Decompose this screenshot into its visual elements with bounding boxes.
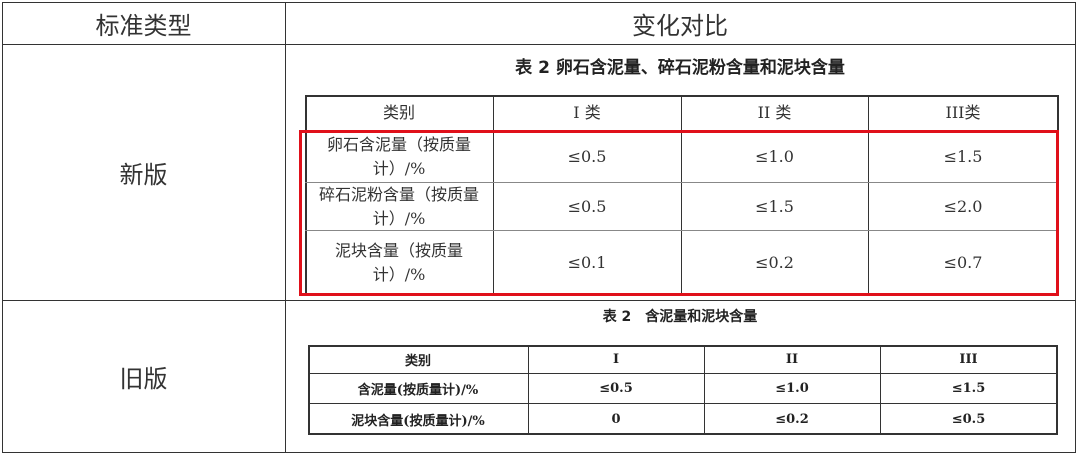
value-cell: ≤1.5: [951, 381, 986, 396]
value-cell: ≤1.0: [755, 146, 794, 166]
col-header-class-2: II 类: [757, 102, 792, 122]
header-standard-type: 标准类型: [95, 11, 192, 40]
value-cell: ≤0.5: [567, 146, 607, 166]
col-header-class-3: III类: [945, 102, 981, 122]
new-table-title: 表 2 卵石含泥量、碎石泥粉含量和泥块含量: [515, 57, 845, 78]
row-label: 含泥量(按质量计)/%: [357, 383, 479, 398]
value-cell: ≤0.1: [567, 252, 607, 272]
old-table-title: 表 2 含泥量和泥块含量: [602, 309, 758, 325]
col-divider: [868, 95, 869, 295]
col-divider: [880, 345, 881, 435]
outer-border-left: [2, 2, 3, 453]
value-cell: ≤0.5: [599, 381, 633, 396]
row-divider: [305, 230, 1059, 231]
row-label: 泥块含量(按质量计)/%: [351, 413, 485, 429]
outer-border-right: [1075, 2, 1076, 453]
value-cell: ≤0.2: [755, 252, 794, 272]
col-divider: [493, 95, 494, 295]
value-cell: ≤0.5: [951, 411, 986, 427]
col-header-class-1: I: [612, 351, 620, 367]
row-divider: [305, 182, 1059, 183]
col-header-class-1: I 类: [573, 102, 601, 122]
outer-divider: [2, 300, 1076, 301]
col-header-category: 类别: [382, 102, 415, 122]
old-table-border: [308, 345, 1058, 435]
value-cell: ≤2.0: [943, 196, 983, 216]
header-comparison: 变化对比: [632, 11, 728, 40]
col-header-class-3: III: [959, 351, 978, 367]
row-label: 泥块含量（按质量计）/%: [334, 240, 463, 284]
row-divider: [308, 373, 1058, 374]
outer-divider: [285, 2, 286, 453]
value-cell: ≤1.0: [775, 381, 809, 396]
row-label: 碎石泥粉含量（按质量计）/%: [318, 184, 479, 228]
value-cell: ≤1.5: [755, 196, 794, 216]
outer-divider: [2, 44, 1076, 45]
highlight-box: [299, 130, 1059, 296]
col-divider: [681, 95, 682, 295]
row-divider: [308, 403, 1058, 404]
col-header-category: 类别: [404, 353, 431, 369]
value-cell: 0: [611, 411, 621, 427]
row-label-new: 新版: [119, 160, 168, 189]
value-cell: ≤0.5: [567, 196, 607, 216]
value-cell: ≤0.2: [775, 411, 809, 427]
value-cell: ≤1.5: [943, 146, 983, 166]
value-cell: ≤0.7: [943, 252, 983, 272]
outer-border-top: [2, 2, 1076, 3]
row-label: 卵石含泥量（按质量计）/%: [326, 134, 471, 178]
col-divider: [528, 345, 529, 435]
col-divider: [704, 345, 705, 435]
col-header-class-2: II: [785, 351, 799, 367]
row-label-old: 旧版: [119, 364, 168, 393]
outer-border-bottom: [2, 452, 1076, 453]
